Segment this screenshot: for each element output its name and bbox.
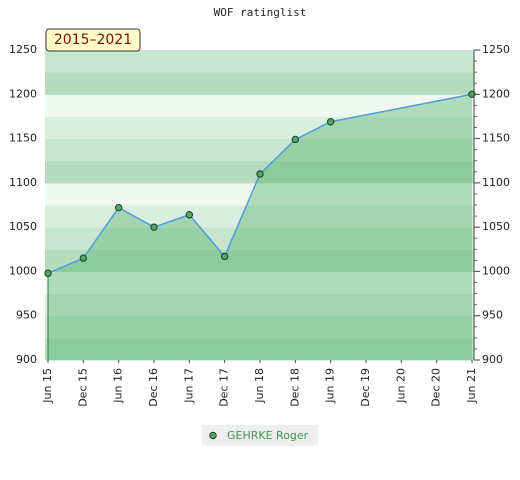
y-tick-label: 1250: [9, 43, 37, 56]
band: [45, 138, 474, 162]
band: [45, 50, 474, 73]
legend-marker: [209, 431, 217, 440]
x-tick-label: Jun 16: [112, 368, 125, 404]
y-tick-label: 950: [16, 309, 37, 322]
badge: 2015–2021: [54, 32, 132, 48]
x-tick-label: Jun 21: [465, 368, 478, 404]
y-tick-label: 900: [16, 353, 37, 366]
band: [45, 315, 474, 339]
legend: [202, 425, 318, 446]
x-tick-label: Jun 19: [324, 368, 337, 404]
band: [45, 337, 474, 361]
point: [114, 203, 123, 212]
band: [45, 293, 474, 317]
y-tick-label: 1200: [9, 87, 37, 100]
x-tick-label: Dec 17: [218, 368, 231, 407]
badge-box: [45, 28, 141, 52]
x-tick-label: Jun 17: [182, 368, 195, 404]
x-tick-label: Dec 18: [288, 368, 301, 407]
band: [45, 182, 474, 206]
band: [45, 94, 474, 117]
y2-tick-label: 1250: [482, 43, 510, 56]
band: [45, 227, 474, 250]
x-tick-label: Dec 16: [147, 368, 160, 407]
x-tick-label: Dec 20: [430, 368, 443, 407]
y-tick-label: 1050: [9, 220, 37, 233]
point: [220, 252, 229, 261]
band: [45, 271, 474, 295]
y-tick-label: 1150: [9, 132, 37, 145]
y-tick-label: 1000: [9, 264, 37, 277]
point: [185, 211, 194, 219]
band: [45, 116, 474, 140]
x-tick-label: Dec 19: [359, 368, 372, 407]
y2-tick-label: 1150: [482, 132, 510, 145]
area: [48, 94, 472, 361]
x-tick-label: Jun 15: [41, 368, 54, 404]
y2-tick-label: 1000: [482, 264, 510, 277]
point: [291, 135, 300, 144]
x-tick-label: Dec 15: [76, 368, 89, 407]
y2-tick-label: 1050: [482, 220, 510, 233]
point: [326, 118, 335, 126]
point: [44, 269, 52, 277]
legend-label: GEHRKE Roger: [227, 429, 309, 442]
point: [150, 223, 158, 231]
band: [45, 205, 474, 228]
point: [79, 254, 88, 262]
band: [45, 72, 474, 95]
y2-tick-label: 900: [482, 353, 503, 366]
y2-tick-label: 1100: [482, 176, 510, 189]
point: [256, 170, 264, 178]
y-tick-label: 1100: [9, 176, 37, 189]
line: [47, 93, 473, 274]
x-tick-label: Jun 18: [253, 368, 266, 404]
x-tick-label: Jun 20: [394, 368, 407, 404]
band: [45, 249, 474, 272]
plot: [44, 90, 476, 361]
y2-tick-label: 1200: [482, 87, 510, 100]
chart-title: WOF ratinglist: [214, 6, 307, 19]
y2-tick-label: 950: [482, 309, 503, 322]
